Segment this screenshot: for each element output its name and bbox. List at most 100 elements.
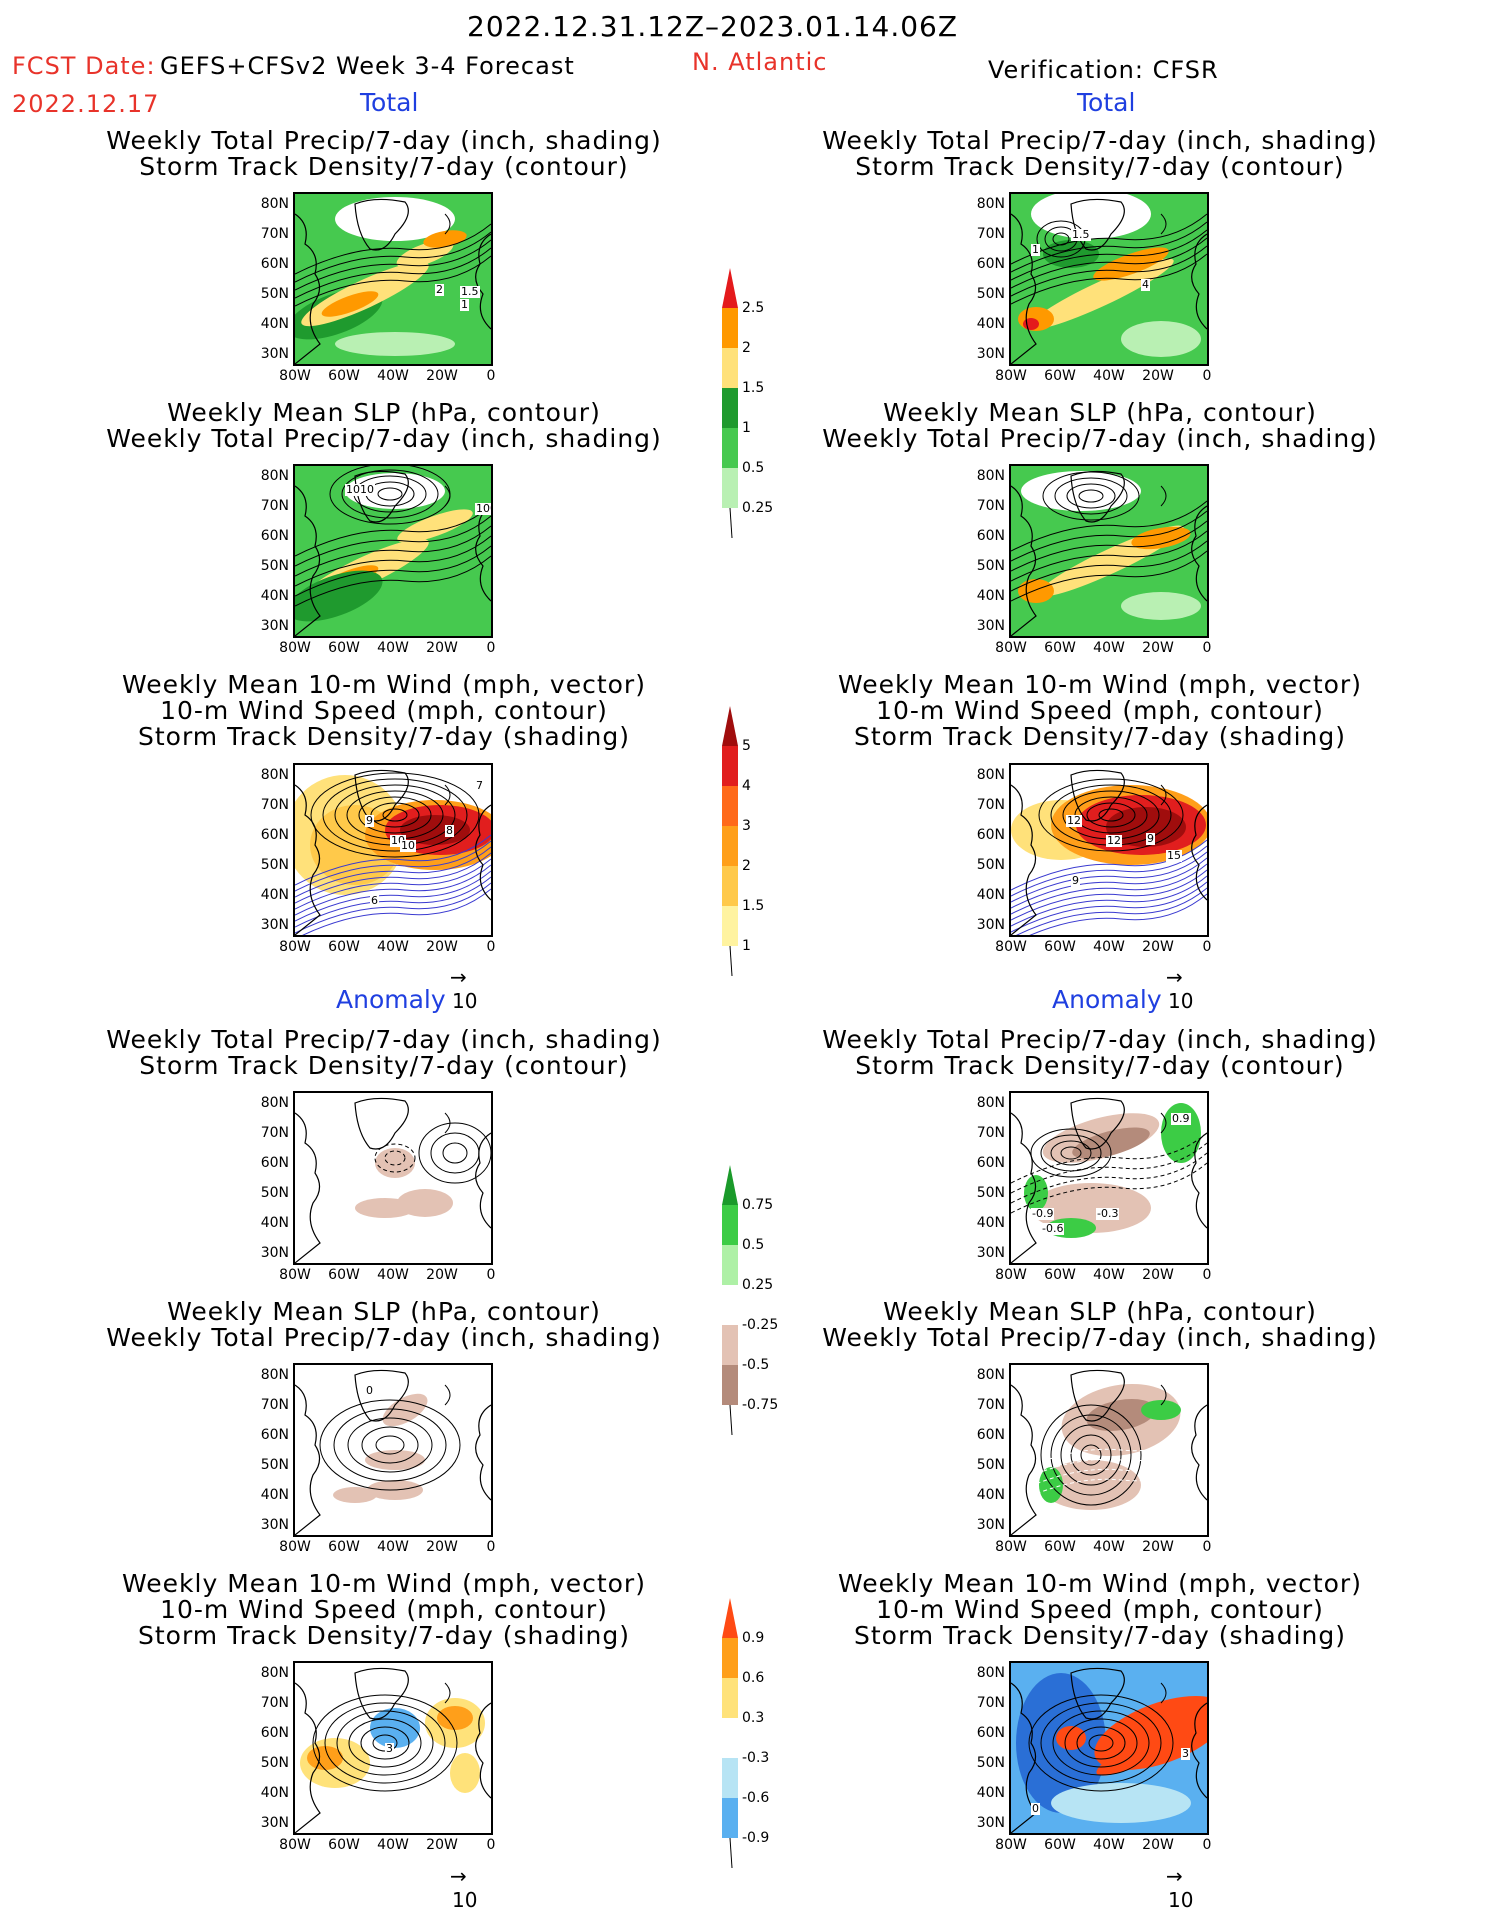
lon-label: 0 bbox=[486, 1539, 496, 1555]
lat-label: 50N bbox=[260, 558, 289, 574]
lat-label: 80N bbox=[976, 468, 1005, 484]
lat-label: 50N bbox=[260, 1755, 289, 1771]
map-panel-p5R bbox=[1009, 1363, 1209, 1537]
colorbar-label: 0.5 bbox=[742, 460, 765, 476]
colorbar-label: 1.5 bbox=[742, 898, 765, 914]
lat-label: 60N bbox=[976, 827, 1005, 843]
lon-label: 60W bbox=[328, 1267, 360, 1283]
lat-label: 80N bbox=[976, 767, 1005, 783]
lat-label: 30N bbox=[976, 618, 1005, 634]
lon-label: 40W bbox=[1093, 939, 1125, 955]
section-anomaly-left: Anomaly bbox=[336, 985, 446, 1014]
p6R-title-3: Storm Track Density/7-day (shading) bbox=[853, 1621, 1347, 1650]
colorbar-precip-total: 2.5 2 1.5 1 0.5 0.25 bbox=[720, 268, 773, 562]
lat-label: 50N bbox=[976, 558, 1005, 574]
lon-label: 40W bbox=[377, 640, 409, 656]
contour-label: 1 bbox=[1031, 243, 1040, 256]
lon-label: 0 bbox=[1202, 368, 1212, 384]
lon-label: 0 bbox=[486, 368, 496, 384]
lon-label: 60W bbox=[1044, 1539, 1076, 1555]
lat-label: 30N bbox=[260, 1517, 289, 1533]
contour-label: 12 bbox=[1106, 834, 1122, 847]
contour-label: 0.9 bbox=[1171, 1112, 1191, 1125]
colorbar-label: 2 bbox=[742, 340, 751, 356]
p2R-title-1: Weekly Mean SLP (hPa, contour) bbox=[883, 398, 1317, 427]
lon-label: 20W bbox=[426, 939, 458, 955]
lon-label: 60W bbox=[1044, 368, 1076, 384]
map-panel-p6L: 3 bbox=[293, 1661, 493, 1835]
vector-ref-p6R: → 10 bbox=[1166, 1864, 1194, 1912]
colorbar-label: -0.25 bbox=[742, 1317, 779, 1333]
lon-label: 80W bbox=[279, 640, 311, 656]
lon-label: 0 bbox=[1202, 1539, 1212, 1555]
p2L-title-1: Weekly Mean SLP (hPa, contour) bbox=[167, 398, 601, 427]
lon-label: 0 bbox=[486, 1267, 496, 1283]
p3L-title-2: 10-m Wind Speed (mph, contour) bbox=[160, 696, 608, 725]
map-panel-p3R: 12 12 9 15 9 bbox=[1009, 763, 1209, 937]
lat-label: 40N bbox=[976, 588, 1005, 604]
lat-label: 60N bbox=[976, 1725, 1005, 1741]
lat-label: 50N bbox=[260, 857, 289, 873]
p6R-title-1: Weekly Mean 10-m Wind (mph, vector) bbox=[838, 1569, 1362, 1598]
p4L-title-2: Storm Track Density/7-day (contour) bbox=[139, 1051, 629, 1080]
lon-label: 60W bbox=[1044, 1837, 1076, 1853]
lon-label: 80W bbox=[995, 939, 1027, 955]
p1L-title-1: Weekly Total Precip/7-day (inch, shading… bbox=[106, 126, 662, 155]
colorbar-label: -0.5 bbox=[742, 1357, 770, 1373]
p1R-title-2: Storm Track Density/7-day (contour) bbox=[855, 152, 1345, 181]
lat-label: 70N bbox=[260, 498, 289, 514]
p4L-title-1: Weekly Total Precip/7-day (inch, shading… bbox=[106, 1025, 662, 1054]
lat-label: 70N bbox=[976, 1125, 1005, 1141]
section-total-left: Total bbox=[360, 88, 419, 117]
p1L-title-2: Storm Track Density/7-day (contour) bbox=[139, 152, 629, 181]
lon-label: 40W bbox=[1093, 368, 1125, 384]
lon-label: 20W bbox=[426, 1267, 458, 1283]
contour-label: 4 bbox=[1141, 278, 1150, 291]
colorbar-track-anom: 0.9 0.6 0.3 -0.3 -0.6 -0.9 bbox=[720, 1598, 769, 1892]
colorbar-label: 5 bbox=[742, 738, 751, 754]
lat-label: 70N bbox=[260, 1125, 289, 1141]
colorbar-label: 0.3 bbox=[742, 1710, 765, 1726]
colorbar-graphic bbox=[722, 1598, 738, 1869]
map-panel-p4R: 0.9 -0.9 -0.6 -0.3 bbox=[1009, 1091, 1209, 1265]
map-panel-p2L: 1010 1002 bbox=[293, 464, 493, 638]
lon-label: 0 bbox=[1202, 1837, 1212, 1853]
map-graphic bbox=[295, 1093, 491, 1263]
lat-label: 60N bbox=[260, 1427, 289, 1443]
p4R-title-2: Storm Track Density/7-day (contour) bbox=[855, 1051, 1345, 1080]
map-graphic bbox=[295, 466, 491, 636]
p3L-title-3: Storm Track Density/7-day (shading) bbox=[137, 722, 631, 751]
map-panel-p5L: 0 bbox=[293, 1363, 493, 1537]
colorbar-label: 0.5 bbox=[742, 1237, 765, 1253]
lat-label: 60N bbox=[976, 1155, 1005, 1171]
lat-label: 40N bbox=[260, 588, 289, 604]
lat-label: 70N bbox=[260, 1695, 289, 1711]
lat-label: 40N bbox=[976, 1215, 1005, 1231]
colorbar-label: 0.9 bbox=[742, 1630, 765, 1646]
lon-label: 40W bbox=[377, 1837, 409, 1853]
lat-label: 40N bbox=[260, 1215, 289, 1231]
section-anomaly-right: Anomaly bbox=[1052, 985, 1162, 1014]
lon-label: 0 bbox=[1202, 939, 1212, 955]
lon-label: 20W bbox=[426, 1837, 458, 1853]
lon-label: 60W bbox=[328, 1539, 360, 1555]
lat-label: 60N bbox=[260, 256, 289, 272]
contour-label: 9 bbox=[365, 814, 374, 827]
lat-label: 80N bbox=[976, 1095, 1005, 1111]
contour-label: 12 bbox=[1066, 814, 1082, 827]
p4R-title-1: Weekly Total Precip/7-day (inch, shading… bbox=[822, 1025, 1378, 1054]
lon-label: 60W bbox=[328, 939, 360, 955]
colorbar-label: 1.5 bbox=[742, 380, 765, 396]
contour-label: 1002 bbox=[475, 503, 491, 515]
lon-label: 60W bbox=[328, 1837, 360, 1853]
colorbar-label: 4 bbox=[742, 778, 751, 794]
contour-label: 1 bbox=[460, 298, 469, 311]
contour-label: 10 bbox=[400, 839, 416, 852]
lat-label: 30N bbox=[260, 618, 289, 634]
lat-label: 70N bbox=[976, 226, 1005, 242]
p3L-title-1: Weekly Mean 10-m Wind (mph, vector) bbox=[122, 670, 646, 699]
lat-label: 50N bbox=[976, 286, 1005, 302]
map-panel-p3L: 9 10 8 10 7 6 bbox=[293, 763, 493, 937]
lat-label: 40N bbox=[260, 887, 289, 903]
p5L-title-1: Weekly Mean SLP (hPa, contour) bbox=[167, 1297, 601, 1326]
